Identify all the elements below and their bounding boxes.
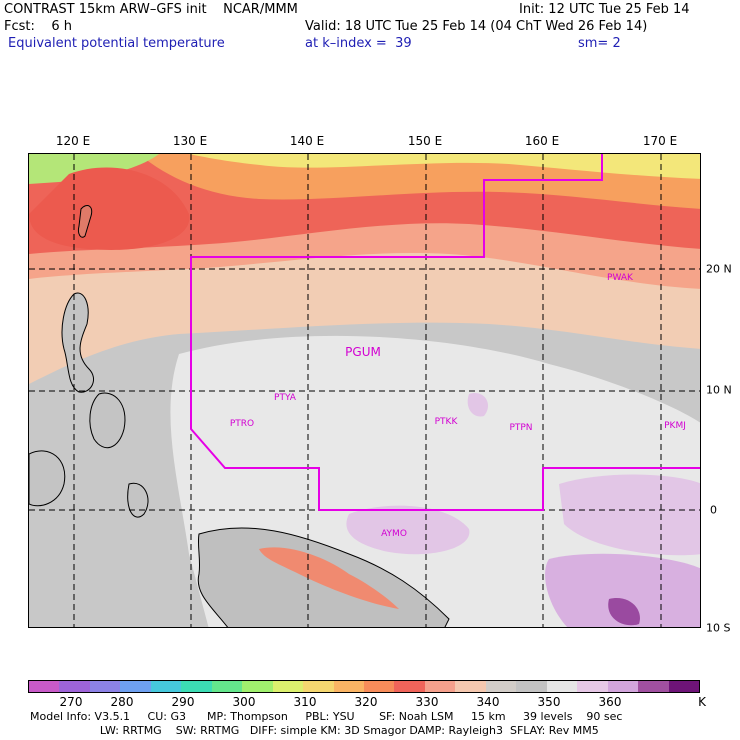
lat-label-0: 0 <box>710 503 717 517</box>
colorbar-swatch <box>455 681 486 692</box>
colorbar-swatch <box>272 681 304 692</box>
model-level: at k–index = 39 <box>305 36 412 51</box>
valid-time: Valid: 18 UTC Tue 25 Feb 14 (04 ChT Wed … <box>305 19 648 34</box>
colorbar-swatch <box>638 681 669 692</box>
colorbar-swatch <box>424 681 456 692</box>
init-time: Init: 12 UTC Tue 25 Feb 14 <box>519 2 690 17</box>
colorbar-label-270: 270 <box>59 695 83 709</box>
colorbar-swatch <box>181 681 212 692</box>
map-panel <box>28 153 701 628</box>
smoothing-value: sm= 2 <box>578 36 621 51</box>
station-pgum: PGUM <box>345 345 381 359</box>
colorbar-swatch <box>120 681 151 692</box>
lat-label-10n: 10 N <box>706 383 732 397</box>
colorbar-unit: K <box>698 695 706 709</box>
theta-e-field <box>29 154 700 627</box>
colorbar-swatch <box>59 681 90 692</box>
colorbar-swatch <box>89 681 121 692</box>
colorbar-swatch <box>516 681 547 692</box>
colorbar-label-360: 360 <box>598 695 622 709</box>
model-info-line1: Model Info: V3.5.1 CU: G3 MP: Thompson P… <box>30 710 623 723</box>
station-pwak: PWAK <box>607 273 633 283</box>
model-info-line2: LW: RRTMG SW: RRTMG DIFF: simple KM: 3D … <box>30 724 599 737</box>
colorbar-swatch <box>363 681 395 692</box>
lon-label-120e: 120 E <box>55 134 91 148</box>
colorbar-swatch <box>29 681 60 692</box>
colorbar-label-330: 330 <box>415 695 439 709</box>
colorbar-swatch <box>668 681 699 692</box>
colorbar-swatch <box>485 681 517 692</box>
colorbar-swatch <box>211 681 243 692</box>
lon-label-130e: 130 E <box>172 134 208 148</box>
colorbar-swatch <box>394 681 425 692</box>
station-ptpn: PTPN <box>509 423 533 433</box>
lat-label-20n: 20 N <box>706 262 732 276</box>
colorbar-label-310: 310 <box>293 695 317 709</box>
station-pkmj: PKMJ <box>664 421 686 431</box>
colorbar-swatch <box>303 681 334 692</box>
colorbar-label-350: 350 <box>537 695 561 709</box>
station-ptkk: PTKK <box>434 417 458 427</box>
colorbar-label-280: 280 <box>110 695 134 709</box>
colorbar-label-340: 340 <box>476 695 500 709</box>
colorbar-label-290: 290 <box>171 695 195 709</box>
station-aymo: AYMO <box>381 529 407 539</box>
lon-label-160e: 160 E <box>524 134 560 148</box>
lon-label-140e: 140 E <box>289 134 325 148</box>
colorbar-swatch <box>577 681 608 692</box>
colorbar-swatch <box>150 681 182 692</box>
colorbar-label-320: 320 <box>354 695 378 709</box>
station-ptya: PTYA <box>274 393 296 403</box>
lon-label-150e: 150 E <box>407 134 443 148</box>
lat-label-10s: 10 S <box>706 621 731 635</box>
colorbar-swatch <box>546 681 578 692</box>
lon-label-170e: 170 E <box>642 134 678 148</box>
colorbar-swatch <box>607 681 639 692</box>
model-title: CONTRAST 15km ARW–GFS init NCAR/MMM <box>4 2 298 17</box>
colorbar-swatch <box>333 681 364 692</box>
station-ptro: PTRO <box>229 419 255 429</box>
colorbar-label-300: 300 <box>232 695 256 709</box>
forecast-hour: Fcst: 6 h <box>4 19 73 34</box>
field-name: Equivalent potential temperature <box>8 36 225 51</box>
colorbar-swatch <box>242 681 273 692</box>
colorbar <box>28 680 700 693</box>
